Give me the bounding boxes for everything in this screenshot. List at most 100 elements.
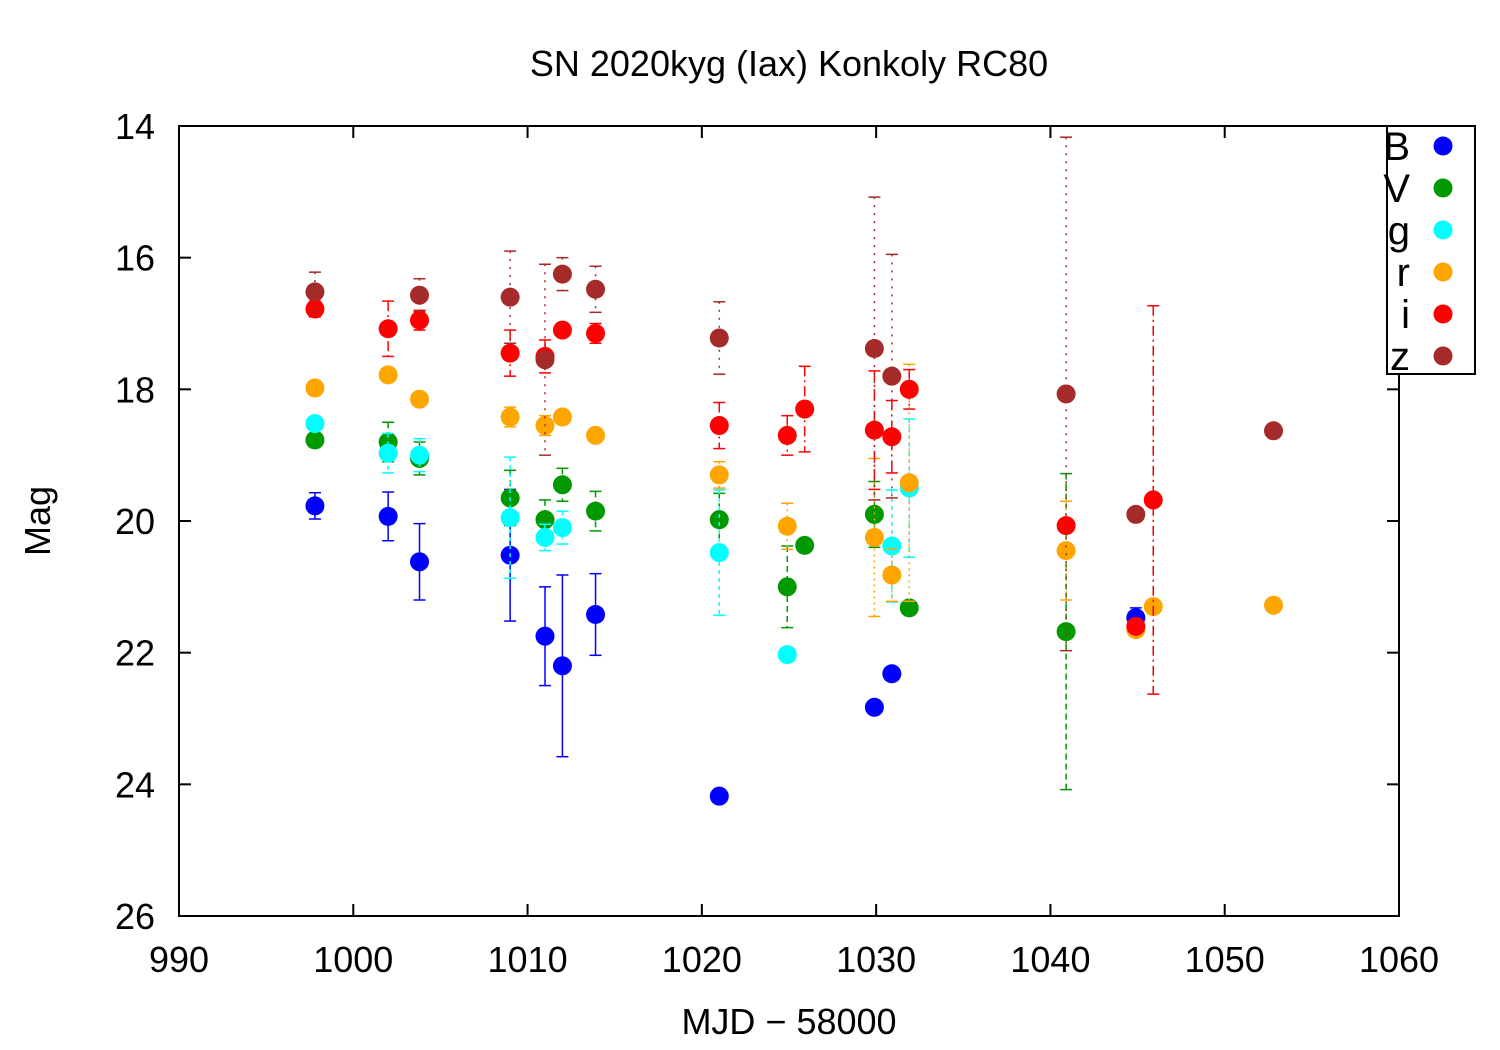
legend-label-z: z xyxy=(1390,335,1410,379)
data-point xyxy=(586,279,606,299)
data-point xyxy=(709,786,729,806)
data-point xyxy=(709,416,729,436)
data-point xyxy=(500,508,520,528)
y-tick-label: 24 xyxy=(115,764,155,805)
data-point xyxy=(709,510,729,530)
data-point xyxy=(1143,490,1163,510)
legend-label-r: r xyxy=(1397,251,1410,295)
data-point xyxy=(535,527,555,547)
plot-area xyxy=(305,136,1284,806)
data-point xyxy=(882,664,902,684)
data-point xyxy=(552,264,572,284)
data-point xyxy=(1056,541,1076,561)
series-B xyxy=(305,488,1146,806)
y-tick-label: 14 xyxy=(115,106,155,147)
x-axis-label: MJD − 58000 xyxy=(681,1001,896,1042)
legend-marker-z xyxy=(1433,346,1453,366)
data-point xyxy=(709,328,729,348)
data-point xyxy=(1264,595,1284,615)
data-point xyxy=(864,339,884,359)
y-axis-label: Mag xyxy=(17,486,58,556)
legend-marker-g xyxy=(1433,220,1453,240)
data-point xyxy=(410,389,430,409)
data-point xyxy=(1126,504,1146,524)
data-point xyxy=(777,577,797,597)
x-tick-label: 1040 xyxy=(1010,939,1090,980)
y-tick-label: 20 xyxy=(115,501,155,542)
data-point xyxy=(500,287,520,307)
data-point xyxy=(552,475,572,495)
data-point xyxy=(305,414,325,434)
data-point xyxy=(777,425,797,445)
data-point xyxy=(500,407,520,427)
data-point xyxy=(864,697,884,717)
x-tick-label: 1000 xyxy=(313,939,393,980)
data-point xyxy=(378,506,398,526)
legend-label-B: B xyxy=(1383,125,1410,169)
series-g xyxy=(305,414,919,665)
series-V xyxy=(305,421,1076,791)
legend-label-i: i xyxy=(1401,293,1410,337)
data-point xyxy=(899,473,919,493)
data-point xyxy=(899,379,919,399)
legend-marker-r xyxy=(1433,262,1453,282)
data-point xyxy=(882,536,902,556)
data-point xyxy=(586,501,606,521)
legend-marker-V xyxy=(1433,178,1453,198)
data-point xyxy=(882,427,902,447)
legend-box xyxy=(1386,125,1476,375)
data-point xyxy=(899,598,919,618)
legend-marker-B xyxy=(1433,136,1453,156)
x-tick-label: 1010 xyxy=(488,939,568,980)
data-point xyxy=(378,319,398,339)
data-point xyxy=(864,527,884,547)
data-point xyxy=(535,626,555,646)
data-point xyxy=(777,516,797,536)
data-point xyxy=(709,465,729,485)
x-tick-label: 1020 xyxy=(662,939,742,980)
data-point xyxy=(378,443,398,463)
chart-title: SN 2020kyg (Iax) Konkoly RC80 xyxy=(530,43,1048,84)
data-point xyxy=(552,518,572,538)
data-point xyxy=(305,430,325,450)
data-point xyxy=(410,445,430,465)
data-point xyxy=(500,343,520,363)
y-axis: 14 16 18 20 22 24 26 xyxy=(115,106,1399,937)
y-tick-label: 26 xyxy=(115,896,155,937)
data-point xyxy=(586,425,606,445)
data-point xyxy=(305,496,325,516)
data-point xyxy=(795,399,815,419)
data-point xyxy=(552,656,572,676)
x-tick-label: 1060 xyxy=(1359,939,1439,980)
data-point xyxy=(410,552,430,572)
data-point xyxy=(552,320,572,340)
series-z xyxy=(305,136,1284,652)
y-tick-label: 18 xyxy=(115,369,155,410)
series-i xyxy=(305,299,1163,695)
data-point xyxy=(586,604,606,624)
x-tick-label: 1050 xyxy=(1185,939,1265,980)
data-point xyxy=(535,350,555,370)
data-point xyxy=(882,565,902,585)
data-point xyxy=(305,282,325,302)
data-point xyxy=(1126,616,1146,636)
data-point xyxy=(1056,384,1076,404)
series-r xyxy=(305,363,1284,640)
legend-marker-i xyxy=(1433,304,1453,324)
data-point xyxy=(1264,421,1284,441)
data-point xyxy=(586,323,606,343)
data-point xyxy=(882,366,902,386)
y-tick-label: 22 xyxy=(115,633,155,674)
legend-label-V: V xyxy=(1383,167,1410,211)
legend-label-g: g xyxy=(1388,209,1410,253)
data-point xyxy=(777,645,797,665)
x-tick-label: 990 xyxy=(149,939,209,980)
data-point xyxy=(305,299,325,319)
data-point xyxy=(410,310,430,330)
data-point xyxy=(305,378,325,398)
data-point xyxy=(709,543,729,563)
data-point xyxy=(378,365,398,385)
data-point xyxy=(795,535,815,555)
y-tick-label: 16 xyxy=(115,238,155,279)
